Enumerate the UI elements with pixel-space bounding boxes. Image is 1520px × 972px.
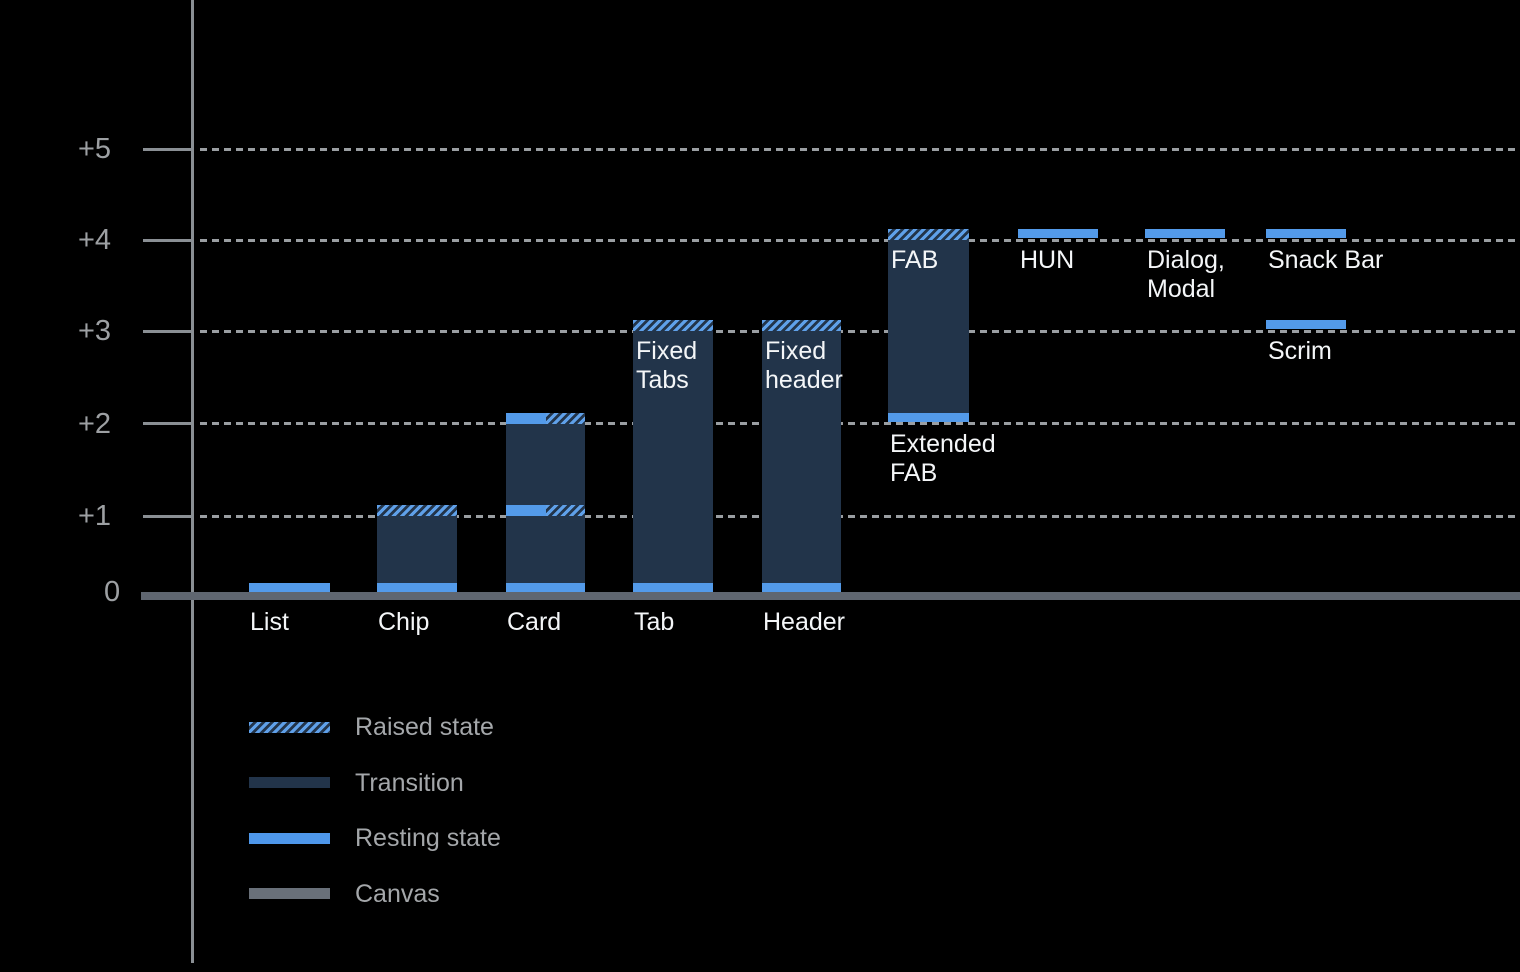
tab-axis-label: Tab: [634, 608, 675, 636]
y-tick-label: +2: [78, 407, 112, 440]
card-resting: [506, 583, 585, 592]
legend-label-raised: Raised state: [355, 713, 494, 741]
snack-bar-label-line: Snack Bar: [1268, 246, 1384, 274]
card-raised-l2: [546, 412, 585, 424]
tab-bar-label-line: Fixed: [636, 337, 698, 365]
snack-bar-resting: [1266, 229, 1346, 238]
header-bar-label-line: header: [765, 366, 843, 394]
legend-label-transition: Transition: [355, 768, 464, 797]
gridline-level-2: [200, 422, 1520, 425]
hun-resting: [1018, 229, 1098, 238]
header-transition: [762, 331, 841, 592]
y-tick-label: +5: [78, 133, 112, 165]
tab-bar-label-line: Tabs: [636, 366, 689, 394]
dialog-modal-label-line: Dialog,: [1147, 246, 1225, 274]
tab-bar-label: Fixed Tabs: [636, 337, 697, 395]
legend-item-resting: Resting state: [249, 824, 501, 852]
tab-resting: [633, 583, 713, 592]
legend-item-raised: Raised state: [249, 713, 494, 741]
y-tick-label: 0: [104, 576, 121, 608]
card-raised-l1: [546, 505, 585, 516]
hun-label: HUN: [1020, 246, 1074, 275]
header-axis-label: Header: [763, 608, 845, 636]
dialog-modal-label-line: Modal: [1147, 275, 1216, 303]
header-resting: [762, 583, 841, 592]
fab-bar-label: FAB: [891, 246, 938, 275]
legend-swatch-resting: [249, 832, 330, 844]
y-tick-mark: [143, 514, 194, 518]
tab-raised: [633, 320, 713, 331]
y-tick-label: +3: [78, 315, 112, 347]
y-axis-line: [191, 0, 194, 963]
legend-item-transition: Transition: [249, 769, 464, 797]
legend-label-resting: Resting state: [355, 824, 501, 852]
list-axis-label: List: [250, 608, 289, 636]
y-tick-label: +4: [78, 224, 112, 256]
card-resting-l1: [506, 505, 546, 516]
fab-label-line: FAB: [890, 458, 938, 487]
scrim-label: Scrim: [1268, 337, 1332, 366]
hun-label-line: HUN: [1020, 246, 1075, 274]
header-bar-label-line: Fixed: [765, 337, 827, 365]
chip-resting: [377, 583, 457, 592]
gridline-level-1: [200, 514, 1520, 518]
card-axis-label: Card: [507, 608, 562, 636]
y-tick-mark: [143, 329, 194, 333]
fab-bar-label-line: FAB: [891, 246, 939, 274]
fab-raised: [888, 229, 969, 240]
gridline-level-4: [200, 238, 1520, 242]
y-tick-mark: [143, 422, 194, 425]
list-resting: [249, 583, 330, 592]
chip-transition: [377, 516, 457, 592]
scrim-label-line: Scrim: [1268, 337, 1332, 365]
legend-swatch-raised: [249, 721, 330, 733]
canvas-baseline: [141, 592, 1520, 600]
fab-label-line: Extended: [890, 429, 996, 458]
dialog-modal-resting: [1145, 229, 1225, 238]
snack-bar-label: Snack Bar: [1268, 246, 1383, 275]
card-resting-l2: [506, 412, 546, 424]
tab-transition: [633, 331, 713, 592]
legend: Raised state Transition Resting state Canva…: [249, 713, 849, 913]
y-tick-mark: [143, 238, 194, 242]
y-tick-label: +1: [78, 500, 112, 532]
y-tick-mark: [143, 147, 194, 151]
fab-transition: [888, 240, 969, 422]
legend-item-canvas: Canvas: [249, 880, 440, 908]
fab-resting: [888, 412, 969, 422]
dialog-modal-label: Dialog, Modal: [1147, 246, 1225, 304]
legend-swatch-canvas: [249, 888, 330, 899]
chip-axis-label: Chip: [378, 608, 430, 636]
chip-raised: [377, 505, 457, 516]
gridline-level-5: [200, 147, 1520, 151]
scrim-resting: [1266, 320, 1346, 329]
gridline-level-3: [200, 329, 1520, 333]
legend-label-canvas: Canvas: [355, 879, 440, 908]
header-raised: [762, 320, 841, 331]
fab-label: Extended FAB: [890, 430, 996, 488]
header-bar-label: Fixed header: [765, 337, 843, 395]
legend-swatch-transition: [249, 777, 330, 788]
